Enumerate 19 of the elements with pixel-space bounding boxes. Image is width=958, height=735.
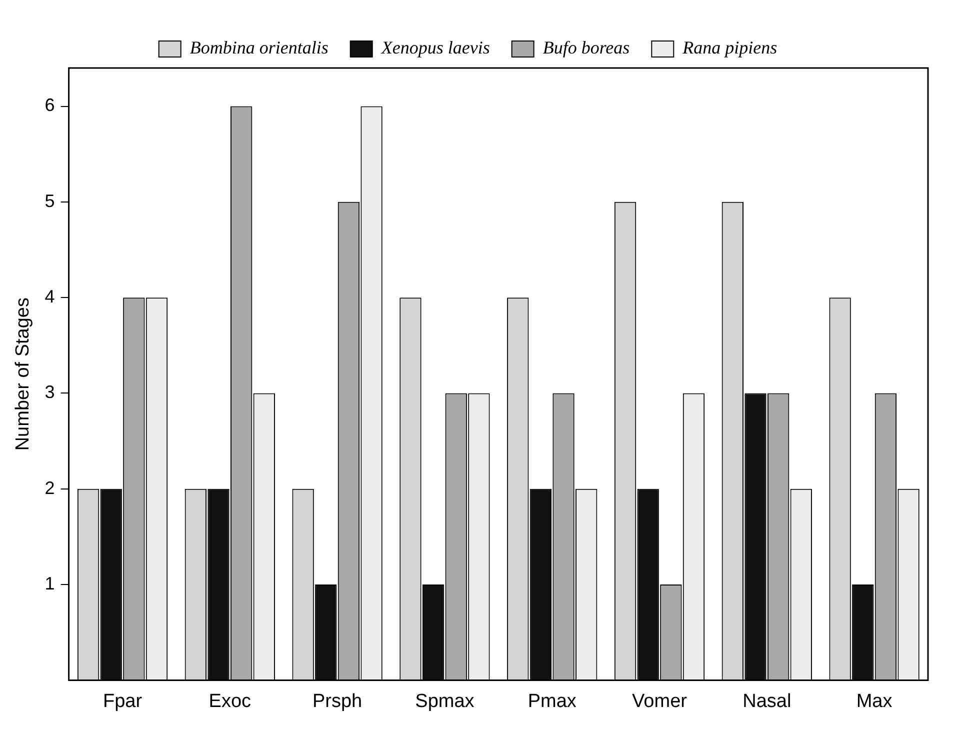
x-tick-label: Exoc [208,690,252,712]
x-tick-label: Fpar [102,690,143,712]
x-tick-label: Prsph [312,690,362,712]
y-tick-label: 1 [44,574,55,594]
y-tick-label: 3 [44,382,55,402]
y-tick-label: 5 [44,190,55,211]
x-tick-label: Vomer [632,690,688,712]
y-tick-label: 2 [44,478,55,498]
x-tick-label: Spmax [415,690,475,712]
legend-label: Bombina orientalis [190,38,328,58]
y-tick-label: 4 [44,286,55,307]
legend-label: Bufo boreas [542,38,630,58]
x-tick-label: Nasal [742,690,792,712]
y-axis-title: Number of Stages [12,298,34,451]
x-tick-label: Max [856,690,893,712]
legend-label: Xenopus laevis [380,38,490,58]
x-tick-label: Pmax [528,690,577,712]
y-tick-label: 6 [44,95,55,116]
legend-label: Rana pipiens [682,38,778,58]
